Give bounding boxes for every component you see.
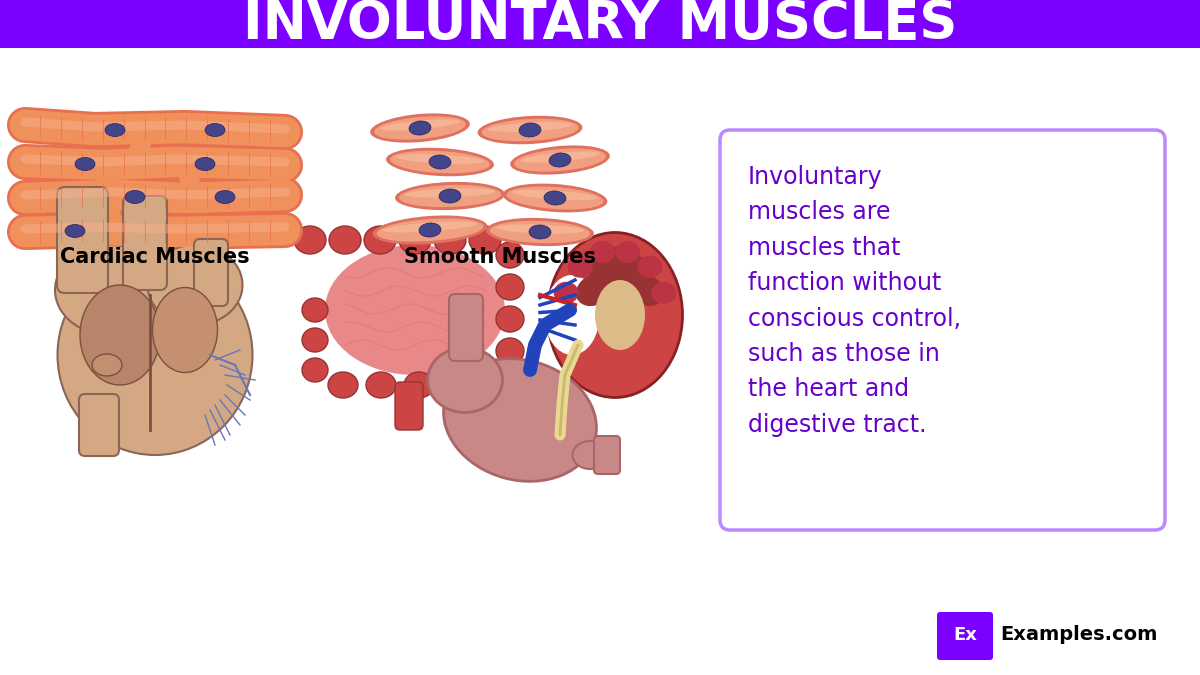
Ellipse shape bbox=[544, 191, 566, 205]
Ellipse shape bbox=[496, 338, 524, 364]
Ellipse shape bbox=[148, 245, 242, 325]
Ellipse shape bbox=[374, 116, 466, 140]
FancyBboxPatch shape bbox=[937, 612, 994, 660]
Ellipse shape bbox=[510, 145, 610, 175]
Ellipse shape bbox=[55, 245, 166, 335]
Ellipse shape bbox=[590, 241, 614, 263]
Ellipse shape bbox=[503, 184, 607, 213]
Ellipse shape bbox=[377, 219, 484, 242]
Ellipse shape bbox=[496, 274, 524, 300]
Ellipse shape bbox=[576, 274, 612, 306]
Ellipse shape bbox=[550, 153, 571, 167]
Ellipse shape bbox=[302, 298, 328, 322]
Ellipse shape bbox=[595, 280, 646, 350]
Ellipse shape bbox=[294, 226, 326, 254]
Ellipse shape bbox=[553, 281, 578, 304]
Ellipse shape bbox=[547, 232, 683, 398]
Ellipse shape bbox=[373, 215, 487, 244]
Ellipse shape bbox=[637, 256, 662, 277]
Ellipse shape bbox=[125, 190, 145, 203]
Ellipse shape bbox=[205, 124, 226, 136]
Ellipse shape bbox=[506, 186, 604, 209]
Ellipse shape bbox=[520, 151, 600, 163]
FancyBboxPatch shape bbox=[0, 0, 1200, 48]
Ellipse shape bbox=[480, 372, 510, 398]
Ellipse shape bbox=[490, 221, 590, 243]
Text: Ex: Ex bbox=[953, 626, 977, 644]
Ellipse shape bbox=[444, 358, 596, 481]
FancyBboxPatch shape bbox=[79, 394, 119, 456]
Ellipse shape bbox=[628, 274, 664, 306]
Ellipse shape bbox=[419, 223, 440, 237]
Ellipse shape bbox=[478, 115, 582, 144]
Ellipse shape bbox=[364, 226, 396, 254]
Ellipse shape bbox=[520, 123, 541, 137]
Ellipse shape bbox=[406, 188, 494, 198]
Text: Cardiac Muscles: Cardiac Muscles bbox=[60, 247, 250, 267]
Ellipse shape bbox=[106, 124, 125, 136]
Text: Involuntary
muscles are
muscles that
function without
conscious control,
such as: Involuntary muscles are muscles that fun… bbox=[748, 165, 961, 437]
Ellipse shape bbox=[390, 151, 490, 173]
Ellipse shape bbox=[572, 441, 607, 469]
Ellipse shape bbox=[383, 221, 478, 232]
Ellipse shape bbox=[395, 182, 505, 210]
Ellipse shape bbox=[616, 241, 640, 263]
Ellipse shape bbox=[152, 288, 217, 373]
Ellipse shape bbox=[652, 281, 677, 304]
FancyBboxPatch shape bbox=[449, 294, 482, 361]
Ellipse shape bbox=[404, 372, 434, 398]
Text: Examples.com: Examples.com bbox=[1000, 626, 1157, 645]
Ellipse shape bbox=[442, 372, 472, 398]
FancyBboxPatch shape bbox=[124, 196, 167, 290]
Ellipse shape bbox=[496, 242, 524, 268]
FancyBboxPatch shape bbox=[395, 382, 424, 430]
Ellipse shape bbox=[329, 226, 361, 254]
Ellipse shape bbox=[366, 372, 396, 398]
Ellipse shape bbox=[496, 224, 584, 234]
Ellipse shape bbox=[400, 185, 500, 207]
Ellipse shape bbox=[92, 354, 122, 376]
Ellipse shape bbox=[619, 254, 652, 290]
Ellipse shape bbox=[194, 157, 215, 171]
Ellipse shape bbox=[325, 245, 505, 375]
Ellipse shape bbox=[439, 189, 461, 203]
Text: Smooth Muscles: Smooth Muscles bbox=[404, 247, 596, 267]
Ellipse shape bbox=[487, 122, 572, 132]
Ellipse shape bbox=[380, 119, 460, 130]
Ellipse shape bbox=[496, 306, 524, 332]
Ellipse shape bbox=[469, 226, 502, 254]
Ellipse shape bbox=[215, 190, 235, 203]
Ellipse shape bbox=[302, 328, 328, 352]
FancyBboxPatch shape bbox=[594, 436, 620, 474]
Text: INVOLUNTARY MUSCLES: INVOLUNTARY MUSCLES bbox=[242, 0, 958, 50]
Ellipse shape bbox=[514, 148, 606, 171]
Ellipse shape bbox=[605, 246, 635, 284]
Ellipse shape bbox=[302, 358, 328, 382]
Ellipse shape bbox=[589, 254, 622, 290]
Ellipse shape bbox=[529, 225, 551, 239]
FancyBboxPatch shape bbox=[58, 187, 108, 293]
Ellipse shape bbox=[386, 148, 494, 176]
Ellipse shape bbox=[409, 121, 431, 135]
Ellipse shape bbox=[398, 226, 431, 254]
Ellipse shape bbox=[545, 275, 600, 355]
Ellipse shape bbox=[434, 226, 466, 254]
Ellipse shape bbox=[370, 113, 470, 142]
Ellipse shape bbox=[481, 119, 578, 141]
FancyBboxPatch shape bbox=[194, 239, 228, 306]
Ellipse shape bbox=[80, 285, 160, 385]
Ellipse shape bbox=[430, 155, 451, 169]
Ellipse shape bbox=[427, 348, 503, 412]
Ellipse shape bbox=[65, 225, 85, 238]
Ellipse shape bbox=[58, 255, 252, 455]
FancyBboxPatch shape bbox=[720, 130, 1165, 530]
Ellipse shape bbox=[568, 256, 593, 277]
Ellipse shape bbox=[74, 157, 95, 171]
Ellipse shape bbox=[328, 372, 358, 398]
Ellipse shape bbox=[512, 190, 598, 200]
Ellipse shape bbox=[486, 218, 594, 246]
Ellipse shape bbox=[396, 154, 484, 164]
